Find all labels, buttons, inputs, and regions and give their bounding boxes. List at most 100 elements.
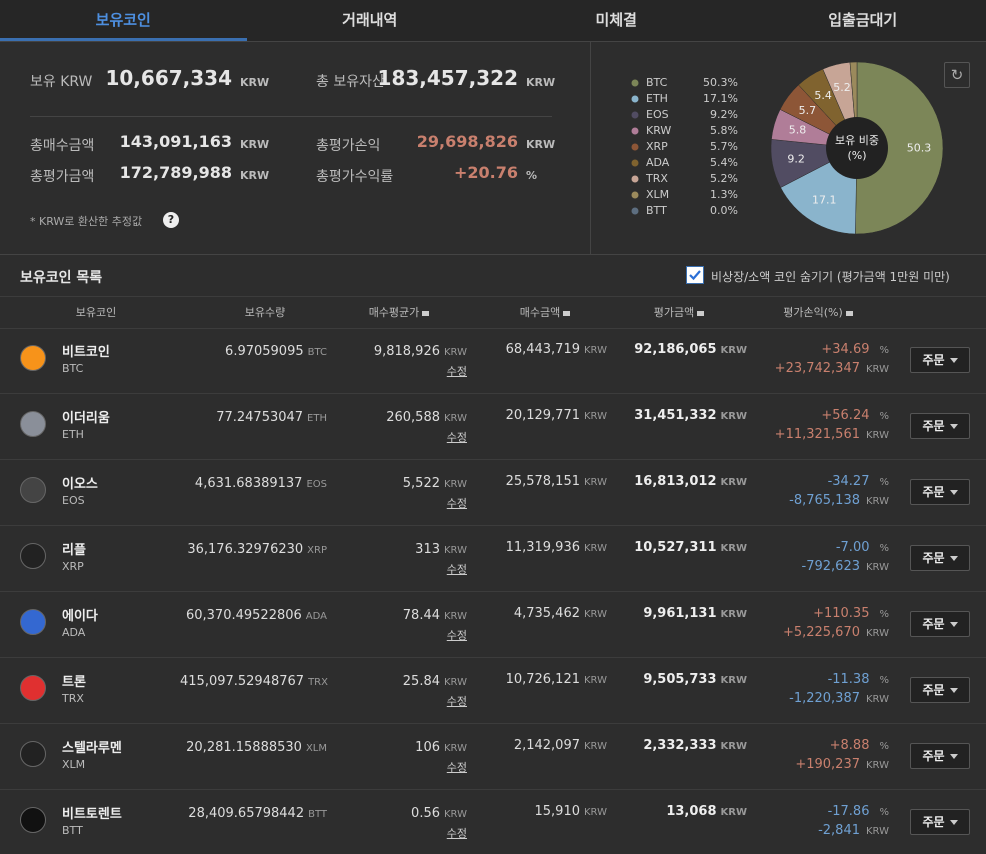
edit-link[interactable]: 수정 <box>446 629 467 642</box>
coin-icon <box>20 807 46 833</box>
order-button[interactable]: 주문 <box>910 611 970 637</box>
buy-amount-value: 2,142,097 <box>513 738 580 753</box>
currency-unit: KRW <box>584 477 607 488</box>
order-label: 주문 <box>922 419 945 433</box>
eval-amount: 2,332,333 KRW <box>643 738 747 753</box>
sort-icon <box>845 310 853 316</box>
pnl-amount: +5,225,670 KRW <box>783 625 889 640</box>
legend-label: ADA <box>646 156 670 169</box>
checkbox[interactable] <box>686 266 704 284</box>
tab-label: 미체결 <box>595 11 637 29</box>
edit-link[interactable]: 수정 <box>446 431 467 444</box>
quantity-value: 20,281.15888530 <box>186 740 302 755</box>
avg-price-value: 5,522 <box>402 476 440 491</box>
edit-link[interactable]: 수정 <box>446 827 467 840</box>
currency-unit: KRW <box>866 826 889 837</box>
edit-link[interactable]: 수정 <box>446 695 467 708</box>
dropdown-arrow <box>949 754 958 759</box>
pnl-amount: +11,321,561 KRW <box>775 427 889 442</box>
row-divider <box>0 459 986 460</box>
edit-link[interactable]: 수정 <box>446 365 467 378</box>
percent-unit: % <box>879 609 889 620</box>
pnl-rate: -17.86% <box>828 804 889 819</box>
quantity: 36,176.32976230 XRP <box>180 540 327 560</box>
legend-label: KRW <box>646 124 671 137</box>
pnl-rate: -34.27% <box>828 474 889 489</box>
pnl-rate-value: +34.69 <box>821 342 870 357</box>
currency-unit: KRW <box>866 364 889 375</box>
order-button[interactable]: 주문 <box>910 743 970 769</box>
currency-unit: KRW <box>720 675 747 686</box>
tab[interactable]: 보유코인 <box>0 0 247 41</box>
pnl-rate-value: -34.27 <box>827 474 870 489</box>
summary-label: 총 보유자산 <box>316 74 385 90</box>
legend-label: BTT <box>646 204 667 217</box>
pnl-amount: -1,220,387 KRW <box>789 691 889 706</box>
tab[interactable]: 미체결 <box>493 0 740 41</box>
eval-amount: 13,068 KRW <box>666 804 747 819</box>
legend-value: 9.2% <box>710 108 738 121</box>
currency-unit: KRW <box>584 411 607 422</box>
legend-swatch <box>631 191 639 199</box>
legend-swatch <box>631 111 639 119</box>
order-button[interactable]: 주문 <box>910 413 970 439</box>
legend-swatch <box>631 159 639 167</box>
tab-label: 보유코인 <box>95 11 151 29</box>
sort-icon <box>697 310 705 316</box>
summary-value: 143,091,163 <box>119 132 232 151</box>
quantity-value: 4,631.68389137 <box>194 476 303 491</box>
slice-label: 5.2 <box>833 81 851 94</box>
order-button[interactable]: 주문 <box>910 479 970 505</box>
pie-hole <box>826 117 888 179</box>
row-divider <box>0 591 986 592</box>
avg-price: 5,522 KRW 수정 <box>403 474 467 513</box>
order-button[interactable]: 주문 <box>910 347 970 373</box>
dropdown-arrow <box>949 556 958 561</box>
edit-link[interactable]: 수정 <box>446 761 467 774</box>
coin-name: 에이다 <box>62 609 98 624</box>
summary-label: 총평가수익률 <box>316 169 394 185</box>
quantity-unit: XRP <box>307 545 327 556</box>
tab[interactable]: 거래내역 <box>247 0 494 41</box>
summary-unit: KRW <box>240 138 270 151</box>
tab[interactable]: 입출금대기 <box>740 0 986 41</box>
coin-symbol: XRP <box>62 560 84 573</box>
currency-unit: KRW <box>444 611 467 622</box>
coin-symbol: ETH <box>62 428 84 441</box>
section-title: 보유코인 목록 <box>20 270 103 286</box>
quantity-unit: TRX <box>308 677 328 688</box>
edit-link[interactable]: 수정 <box>446 563 467 576</box>
legend-value: 17.1% <box>703 92 738 105</box>
currency-unit: KRW <box>720 543 747 554</box>
pnl-amount-value: -792,623 <box>801 559 860 574</box>
buy-amount: 15,910 KRW <box>535 804 608 819</box>
buy-amount-value: 25,578,151 <box>505 474 580 489</box>
divider <box>590 42 591 254</box>
pnl-amount-value: -2,841 <box>818 823 860 838</box>
summary-label: 총평가금액 <box>30 169 95 185</box>
currency-unit: KRW <box>584 675 607 686</box>
avg-price: 78.44 KRW 수정 <box>403 606 467 645</box>
refresh-button[interactable]: ↻ <box>944 62 970 88</box>
eval-amount-value: 92,186,065 <box>634 342 717 357</box>
pnl-amount-value: +23,742,347 <box>774 361 860 376</box>
legend-label: ETH <box>646 92 668 105</box>
help-icon[interactable]: ? <box>163 212 179 228</box>
pnl-amount-value: -8,765,138 <box>789 493 860 508</box>
legend-value: 5.8% <box>710 124 738 137</box>
avg-price: 260,588 KRW 수정 <box>386 408 467 447</box>
pnl-amount-value: +5,225,670 <box>782 625 860 640</box>
order-button[interactable]: 주문 <box>910 809 970 835</box>
summary-label: 보유 KRW <box>30 74 93 90</box>
order-button[interactable]: 주문 <box>910 677 970 703</box>
avg-price: 106 KRW 수정 <box>415 738 467 777</box>
order-button[interactable]: 주문 <box>910 545 970 571</box>
edit-link[interactable]: 수정 <box>446 497 467 510</box>
coin-name: 비트토렌트 <box>62 807 122 822</box>
coin-name: 리플 <box>62 543 86 558</box>
pnl-rate-value: -7.00 <box>835 540 870 555</box>
currency-unit: KRW <box>720 807 747 818</box>
percent-unit: % <box>879 543 889 554</box>
buy-amount: 25,578,151 KRW <box>506 474 607 489</box>
